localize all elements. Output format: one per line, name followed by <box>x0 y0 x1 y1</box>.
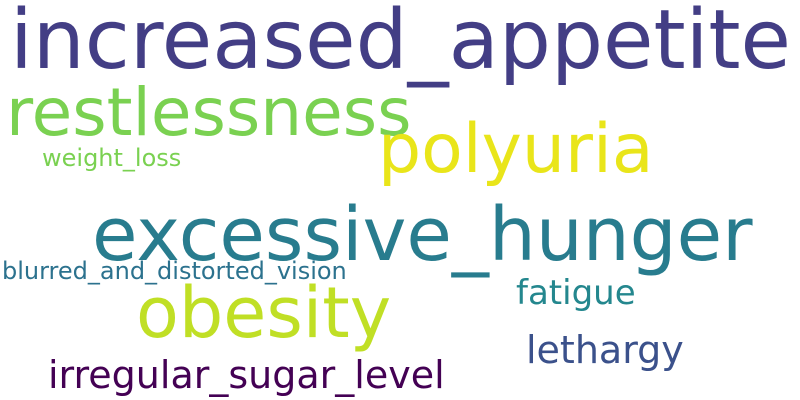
word-weight-loss: weight_loss <box>42 144 182 172</box>
word-blurred-and-distorted-vision: blurred_and_distorted_vision <box>2 257 347 285</box>
word-lethargy: lethargy <box>526 328 684 372</box>
word-irregular-sugar-level: irregular_sugar_level <box>48 353 445 397</box>
word-restlessness: restlessness <box>6 74 412 151</box>
word-polyuria: polyuria <box>378 110 654 189</box>
word-excessive-hunger: excessive_hunger <box>92 192 753 278</box>
word-obesity: obesity <box>136 272 392 354</box>
word-fatigue: fatigue <box>516 273 636 313</box>
word-increased-appetite: increased_appetite <box>10 0 792 88</box>
